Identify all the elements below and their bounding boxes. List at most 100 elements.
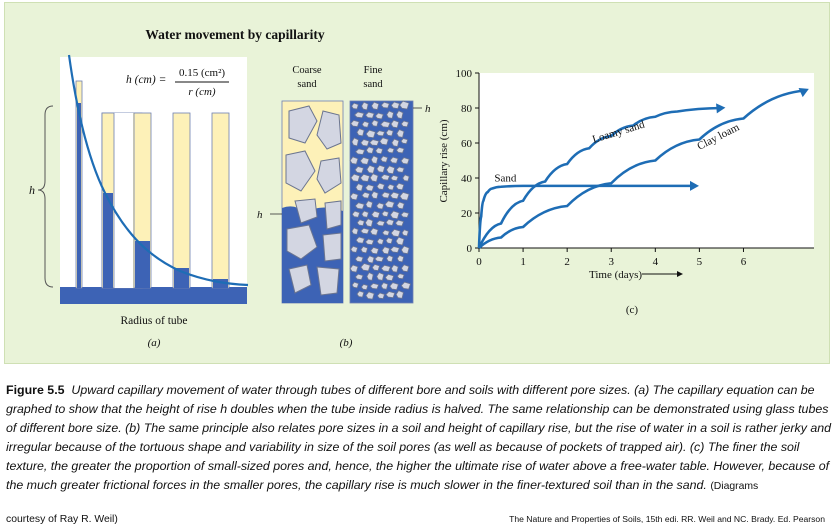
fine-grain [380,155,389,163]
fine-grain [385,129,394,137]
fine-grain [384,273,395,282]
fine-grain [376,164,386,173]
figure-caption: Figure 5.5 Upward capillary movement of … [6,381,832,496]
h-label: h [29,183,35,197]
fine-grain [365,146,375,154]
fine-grain [400,211,410,218]
fine-grain [360,262,371,272]
caption-credit-1: (Diagrams [710,481,759,492]
equation-denominator: r (cm) [188,86,216,98]
fine-grain [369,173,379,183]
fine-grain [365,200,374,209]
fine-grain [374,112,384,120]
series-arrowhead [798,88,809,98]
fine-grain [389,282,399,291]
fine-grain [390,228,401,238]
panel-c-label: (c) [626,304,639,316]
fine-grain [379,137,389,146]
fine-grain [376,237,385,245]
fine-grain [371,263,381,272]
fine-grain [375,147,384,155]
fine-grain [400,120,410,128]
fine-sand-column [349,100,414,304]
x-tick-label: 3 [608,256,614,268]
panel-a-label: (a) [148,337,161,349]
equation-lhs: h (cm) = [126,74,166,86]
fine-grain [396,201,405,210]
fine-grain [399,100,410,110]
fine-grain [365,291,375,300]
fine-grain [376,202,385,210]
fine-grain [364,218,374,228]
fine-grain [390,264,399,273]
coarse-sand-label-1: Coarse [292,65,321,76]
fine-grain [369,282,380,290]
fine-grain [396,129,405,138]
equation-numerator: 0.15 (cm²) [179,67,225,79]
fine-grain [400,137,409,145]
fine-grain [395,182,405,191]
fine-grain [390,101,400,110]
fine-grain [361,191,371,199]
coarse-grains [285,105,342,296]
fine-grain [351,281,360,289]
fine-grain [386,183,395,191]
fine-grain [400,264,410,273]
caption-credit-2: courtesy of Ray R. Weil) [6,514,118,525]
fine-grain [366,255,375,264]
fine-grain [351,137,359,147]
x-tick-label: 0 [476,256,482,268]
fine-grain [381,246,391,255]
fine-grain [370,190,379,200]
fine-grain [386,147,395,154]
fine-grain [375,220,386,227]
fine-grain [371,119,379,127]
fine-grain [350,119,360,128]
fine-grain [351,227,359,235]
fine-grain [361,120,370,128]
fine-grain [385,291,396,299]
fine-grain [354,166,365,174]
fine-grain [380,282,389,290]
fine-grain [385,218,395,226]
series-line-sand [477,184,695,249]
fine-grain [370,246,380,255]
fine-grain [375,130,386,137]
fine-grain [374,255,385,263]
fine-grain [354,255,364,263]
fine-grain [381,210,390,218]
fine-grains [349,100,412,300]
fine-grain [369,139,380,146]
panel-b-label: (b) [340,337,353,349]
x-tick-label: 6 [741,256,747,268]
fine-grain [395,236,405,246]
panel-b: Coarse sand Fine sand [257,65,431,349]
fine-grain [353,111,365,119]
panel-a-xlabel: Radius of tube [120,315,187,327]
series-line-loamy-sand [477,106,722,249]
coarse-sand-column [281,100,344,304]
fine-grain [364,184,375,192]
fine-grain [395,290,404,299]
figure-graphic: Water movement by capillarity h (cm) = [29,27,814,349]
y-tick-label: 80 [461,103,473,115]
tube-4 [211,112,230,289]
fine-grain [354,273,364,281]
fine-grain [400,245,410,255]
series-arrowhead [689,180,699,191]
fine-grain [350,173,361,182]
fine-grain [371,210,381,219]
series-arrowhead [716,103,726,114]
fine-grain [365,129,376,139]
fine-grain [401,229,409,237]
fine-grain [351,102,359,110]
source-note: The Nature and Properties of Soils, 15th… [509,514,825,524]
fine-grain [386,254,394,263]
fine-grain [395,110,404,120]
fine-grain [354,148,366,155]
fine-grain [359,173,371,182]
fine-grain [389,191,400,200]
y-tick-label: 40 [461,173,473,185]
fine-grain [355,183,364,192]
x-tick-label: 5 [697,256,703,268]
